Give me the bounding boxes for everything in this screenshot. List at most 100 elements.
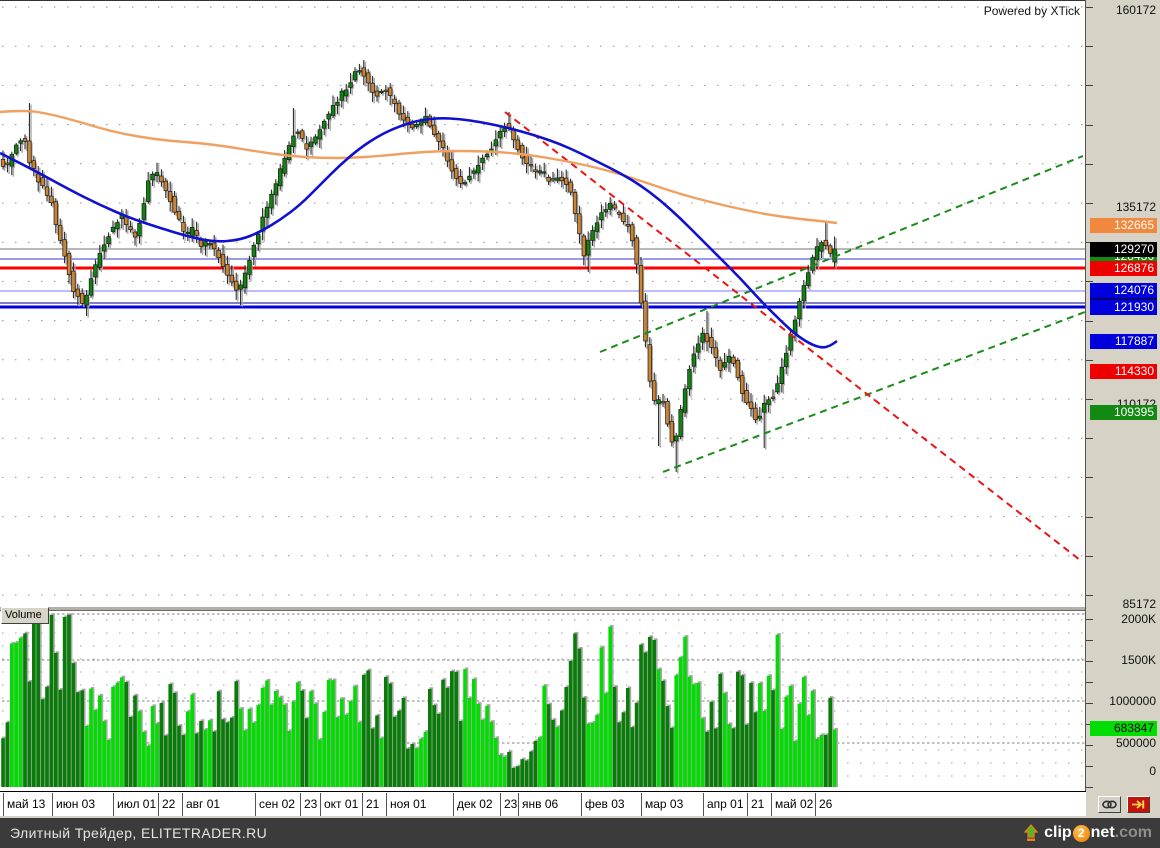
candle [282, 157, 287, 174]
price-axis-tick [1086, 242, 1093, 243]
clip2net-net: net [1090, 824, 1115, 841]
candle [344, 89, 349, 97]
volume-bar [357, 722, 362, 787]
price-badge-last-price: 129270 [1090, 241, 1157, 257]
chart-canvas[interactable] [0, 0, 1086, 791]
volume-bar [98, 695, 102, 787]
candle [66, 253, 72, 275]
candle [806, 272, 811, 286]
trendlines[interactable] [504, 111, 1086, 561]
volume-bar [463, 669, 467, 787]
volume-bar [326, 679, 331, 787]
price-badge-red-trendline-value: 114330 [1090, 363, 1157, 379]
volume-bar [348, 701, 353, 787]
volume-bar [102, 721, 106, 787]
candle [476, 164, 481, 174]
candle [665, 401, 670, 425]
horizontal-level-lines[interactable] [0, 248, 1085, 309]
volume-bar [564, 686, 568, 787]
arrow-to-end-icon [1132, 800, 1145, 809]
candle [102, 244, 107, 252]
candle [621, 212, 626, 223]
candle [234, 280, 239, 291]
volume-bar [45, 686, 49, 787]
volume-bar [203, 729, 208, 787]
volume-bar [168, 684, 172, 787]
candle [150, 173, 155, 181]
clip2net-logo[interactable]: clip 2 net .com [1023, 824, 1152, 842]
volume-bar [208, 720, 212, 787]
volume-bar [639, 644, 643, 787]
candle [471, 170, 476, 174]
candle [229, 274, 234, 283]
candle [71, 270, 76, 292]
status-text: Элитный Трейдер, ELITETRADER.RU [10, 825, 268, 841]
volume-bar [370, 728, 375, 787]
volume-bar [62, 617, 67, 787]
volume-bar [164, 735, 168, 787]
volume-bar [586, 723, 590, 787]
volume-bar [775, 634, 780, 787]
candle [726, 355, 732, 363]
candle [427, 115, 432, 127]
time-axis-tick [518, 793, 519, 816]
volume-bar [282, 704, 287, 787]
jump-to-end-button[interactable] [1127, 796, 1150, 813]
volume-bar [520, 759, 524, 787]
volume-bar [806, 715, 810, 787]
time-axis-label: сен 02 [259, 797, 295, 811]
volume-bar [278, 697, 282, 787]
candle [784, 352, 789, 368]
candle [264, 206, 270, 218]
volume-bar [824, 734, 828, 787]
volume-bar [749, 682, 753, 787]
volume-bar [362, 674, 366, 787]
candle [410, 123, 415, 129]
time-axis-label: май 13 [7, 797, 46, 811]
volume-bar [516, 766, 520, 787]
candle [401, 113, 406, 121]
candle [568, 181, 573, 193]
candle [616, 211, 622, 215]
volume-axis-label: 2000K [1121, 612, 1156, 626]
candle [22, 138, 28, 142]
candle [379, 90, 384, 94]
volume-bar [802, 677, 806, 787]
volume-bar [511, 767, 516, 787]
volume-bar [212, 731, 216, 787]
volume-bar [419, 738, 423, 787]
volume-bar [67, 614, 71, 787]
candle [317, 129, 322, 140]
volume-bar [815, 738, 819, 787]
time-axis-tick [52, 793, 53, 816]
candle [308, 141, 314, 147]
volume-axis-label: 500000 [1115, 736, 1156, 750]
candle [823, 239, 828, 246]
candle [744, 390, 749, 404]
price-badge-blue-level: 124076 [1090, 282, 1157, 298]
hidden-level-badge [1090, 296, 1157, 300]
time-axis-label: 21 [366, 797, 380, 811]
candle [388, 87, 393, 96]
time-axis-label: янв 06 [522, 797, 559, 811]
price-axis-tick [1086, 399, 1093, 400]
volume-bar [115, 682, 120, 787]
volume-bar [788, 685, 793, 787]
volume-bar [538, 737, 542, 787]
volume-bar [793, 741, 797, 787]
volume-bar [58, 689, 62, 787]
volume-bar [810, 690, 815, 787]
candle [480, 157, 485, 163]
pane-separator[interactable] [0, 606, 1086, 611]
candle [550, 178, 556, 181]
candle [251, 245, 256, 257]
volume-bar [366, 670, 370, 787]
volume-bar [32, 614, 36, 787]
volume-bar [265, 680, 269, 787]
volume-axis-label: 1000000 [1109, 694, 1156, 708]
volume-bar [458, 720, 463, 787]
price-axis: 160172135172110172851722000K1500K1000000… [1085, 0, 1160, 791]
link-scroll-button[interactable] [1098, 796, 1121, 813]
ma-slow-line [0, 109, 838, 225]
volume-badge-last-volume: 683847 [1090, 720, 1157, 736]
